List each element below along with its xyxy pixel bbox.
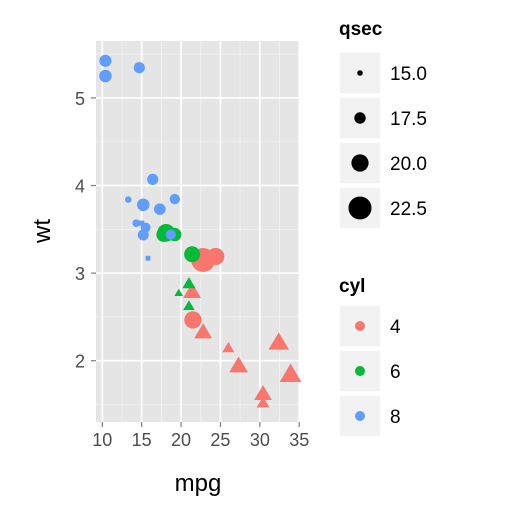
data-point (194, 323, 213, 339)
color-legend: cyl 4 6 8 (338, 276, 401, 438)
size-legend-label: 20.0 (390, 154, 427, 175)
color-legend-title: cyl (339, 276, 365, 297)
y-tick-label: 2 (75, 352, 85, 372)
data-point (139, 220, 145, 226)
data-point (169, 193, 180, 205)
data-point (165, 229, 176, 240)
x-tick-label: 10 (92, 430, 112, 450)
y-axis: 2 3 4 5 (75, 89, 96, 372)
data-point (222, 341, 235, 353)
y-tick-label: 4 (75, 177, 85, 197)
x-tick-label: 25 (210, 430, 230, 450)
data-point (184, 246, 201, 263)
grid-major (96, 41, 301, 422)
y-tick-label: 3 (75, 264, 85, 284)
size-legend-label: 22.5 (390, 199, 427, 220)
data-point (153, 203, 166, 215)
size-legend-label: 17.5 (390, 109, 427, 130)
data-point (99, 69, 112, 83)
data-point (137, 229, 149, 241)
data-point (183, 300, 195, 311)
color-legend-label: 6 (390, 362, 401, 383)
x-axis-label: mpg (175, 470, 222, 497)
size-legend-glyph (354, 112, 366, 124)
size-legend-glyph (348, 196, 372, 220)
color-legend-label: 8 (390, 407, 401, 428)
color-legend-glyph (355, 411, 365, 421)
x-axis: 10 15 20 25 30 35 (92, 422, 309, 450)
plot-panel (96, 41, 300, 422)
data-point (184, 311, 202, 329)
data-point (125, 196, 132, 203)
data-point (256, 396, 270, 408)
data-point (229, 356, 248, 373)
data-point (145, 255, 151, 261)
data-point (279, 363, 302, 383)
color-legend-glyph (355, 321, 365, 331)
data-point (183, 282, 202, 299)
x-tick-label: 30 (250, 430, 270, 450)
size-legend-label: 15.0 (390, 64, 427, 85)
x-tick-label: 35 (289, 430, 309, 450)
color-legend-glyph (355, 366, 365, 376)
size-legend-glyph (351, 154, 369, 172)
color-legend-label: 4 (390, 317, 401, 338)
x-tick-label: 15 (132, 430, 152, 450)
y-axis-label: wt (29, 219, 56, 244)
y-tick-label: 5 (75, 89, 85, 109)
size-legend: qsec 15.0 17.5 20.0 22.5 (338, 19, 427, 230)
data-point (147, 173, 159, 185)
data-point (182, 277, 196, 289)
data-points (99, 54, 302, 408)
data-point (174, 288, 184, 296)
data-point (133, 62, 145, 74)
data-point (268, 332, 289, 350)
data-point (99, 54, 112, 67)
size-legend-glyph (357, 70, 363, 76)
data-point (132, 219, 140, 227)
data-point (254, 385, 272, 400)
size-legend-title: qsec (339, 19, 383, 40)
data-point (136, 198, 150, 212)
x-tick-label: 20 (171, 430, 191, 450)
